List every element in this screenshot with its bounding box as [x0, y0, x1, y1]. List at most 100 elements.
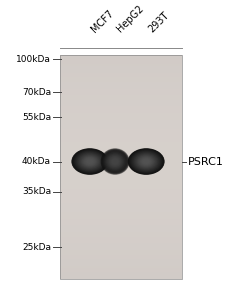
Bar: [59, 111, 181, 113]
Bar: [59, 106, 181, 109]
Ellipse shape: [86, 159, 93, 164]
Ellipse shape: [74, 150, 105, 173]
Bar: [59, 167, 181, 169]
Ellipse shape: [76, 152, 103, 171]
Ellipse shape: [100, 148, 129, 175]
Bar: [59, 266, 181, 268]
Bar: [59, 136, 181, 138]
Ellipse shape: [131, 151, 160, 172]
Bar: [59, 165, 181, 167]
Text: 293T: 293T: [146, 10, 170, 34]
Ellipse shape: [111, 158, 119, 165]
Ellipse shape: [104, 152, 125, 171]
Bar: [59, 68, 181, 70]
Ellipse shape: [73, 149, 106, 174]
Ellipse shape: [141, 158, 150, 165]
Ellipse shape: [128, 149, 163, 174]
Bar: [59, 131, 181, 134]
Text: 40kDa: 40kDa: [22, 157, 51, 166]
Ellipse shape: [129, 149, 162, 174]
Bar: [59, 259, 181, 261]
Bar: [59, 199, 181, 201]
Ellipse shape: [139, 157, 152, 166]
Ellipse shape: [138, 156, 153, 167]
Bar: [59, 243, 181, 246]
Bar: [59, 73, 181, 75]
Ellipse shape: [84, 158, 95, 166]
Bar: [59, 219, 181, 221]
Bar: [59, 237, 181, 239]
Bar: [59, 145, 181, 147]
Ellipse shape: [103, 151, 126, 172]
Bar: [59, 263, 181, 266]
Bar: [59, 82, 181, 84]
Bar: [59, 192, 181, 194]
Ellipse shape: [77, 152, 102, 171]
Ellipse shape: [101, 149, 128, 174]
Ellipse shape: [136, 155, 155, 168]
Bar: [59, 174, 181, 176]
Ellipse shape: [83, 157, 96, 166]
Ellipse shape: [110, 157, 119, 166]
Bar: [59, 104, 181, 106]
Ellipse shape: [134, 153, 158, 170]
Bar: [59, 100, 181, 102]
Ellipse shape: [78, 154, 101, 169]
Ellipse shape: [79, 154, 100, 169]
Bar: [59, 61, 181, 64]
Bar: [59, 91, 181, 93]
Bar: [59, 272, 181, 275]
Ellipse shape: [135, 154, 156, 169]
Bar: [59, 230, 181, 232]
Ellipse shape: [127, 148, 164, 175]
Ellipse shape: [108, 156, 121, 167]
Ellipse shape: [77, 153, 102, 170]
Bar: [59, 93, 181, 95]
Ellipse shape: [138, 156, 153, 167]
Ellipse shape: [106, 154, 123, 169]
Ellipse shape: [140, 157, 151, 166]
Ellipse shape: [109, 156, 120, 167]
Bar: [59, 66, 181, 68]
Bar: [59, 118, 181, 120]
Ellipse shape: [137, 155, 154, 168]
Ellipse shape: [71, 148, 108, 175]
Ellipse shape: [107, 155, 122, 168]
Ellipse shape: [85, 158, 94, 165]
Bar: [59, 185, 181, 187]
Ellipse shape: [130, 150, 161, 173]
Ellipse shape: [129, 150, 162, 173]
Ellipse shape: [131, 151, 160, 172]
Ellipse shape: [132, 152, 160, 172]
Bar: [59, 205, 181, 207]
Ellipse shape: [106, 154, 123, 169]
Ellipse shape: [81, 155, 98, 168]
Bar: [59, 77, 181, 80]
Ellipse shape: [133, 152, 158, 171]
Ellipse shape: [130, 150, 162, 173]
Bar: [59, 190, 181, 192]
Bar: [59, 84, 181, 86]
Ellipse shape: [83, 157, 96, 166]
Ellipse shape: [108, 155, 122, 168]
Ellipse shape: [105, 153, 124, 170]
Bar: [59, 152, 181, 154]
Bar: [59, 120, 181, 122]
Ellipse shape: [76, 152, 103, 172]
Ellipse shape: [80, 155, 99, 168]
Ellipse shape: [140, 158, 151, 166]
Bar: [59, 203, 181, 205]
Bar: [59, 147, 181, 149]
Ellipse shape: [142, 159, 149, 164]
Ellipse shape: [101, 149, 128, 174]
Ellipse shape: [100, 148, 129, 175]
Bar: [59, 254, 181, 257]
Ellipse shape: [81, 155, 98, 167]
Bar: [59, 270, 181, 272]
Bar: [59, 149, 181, 152]
Bar: [59, 196, 181, 199]
Bar: [59, 64, 181, 66]
Bar: [59, 172, 181, 174]
Bar: [59, 134, 181, 136]
Bar: [59, 268, 181, 270]
